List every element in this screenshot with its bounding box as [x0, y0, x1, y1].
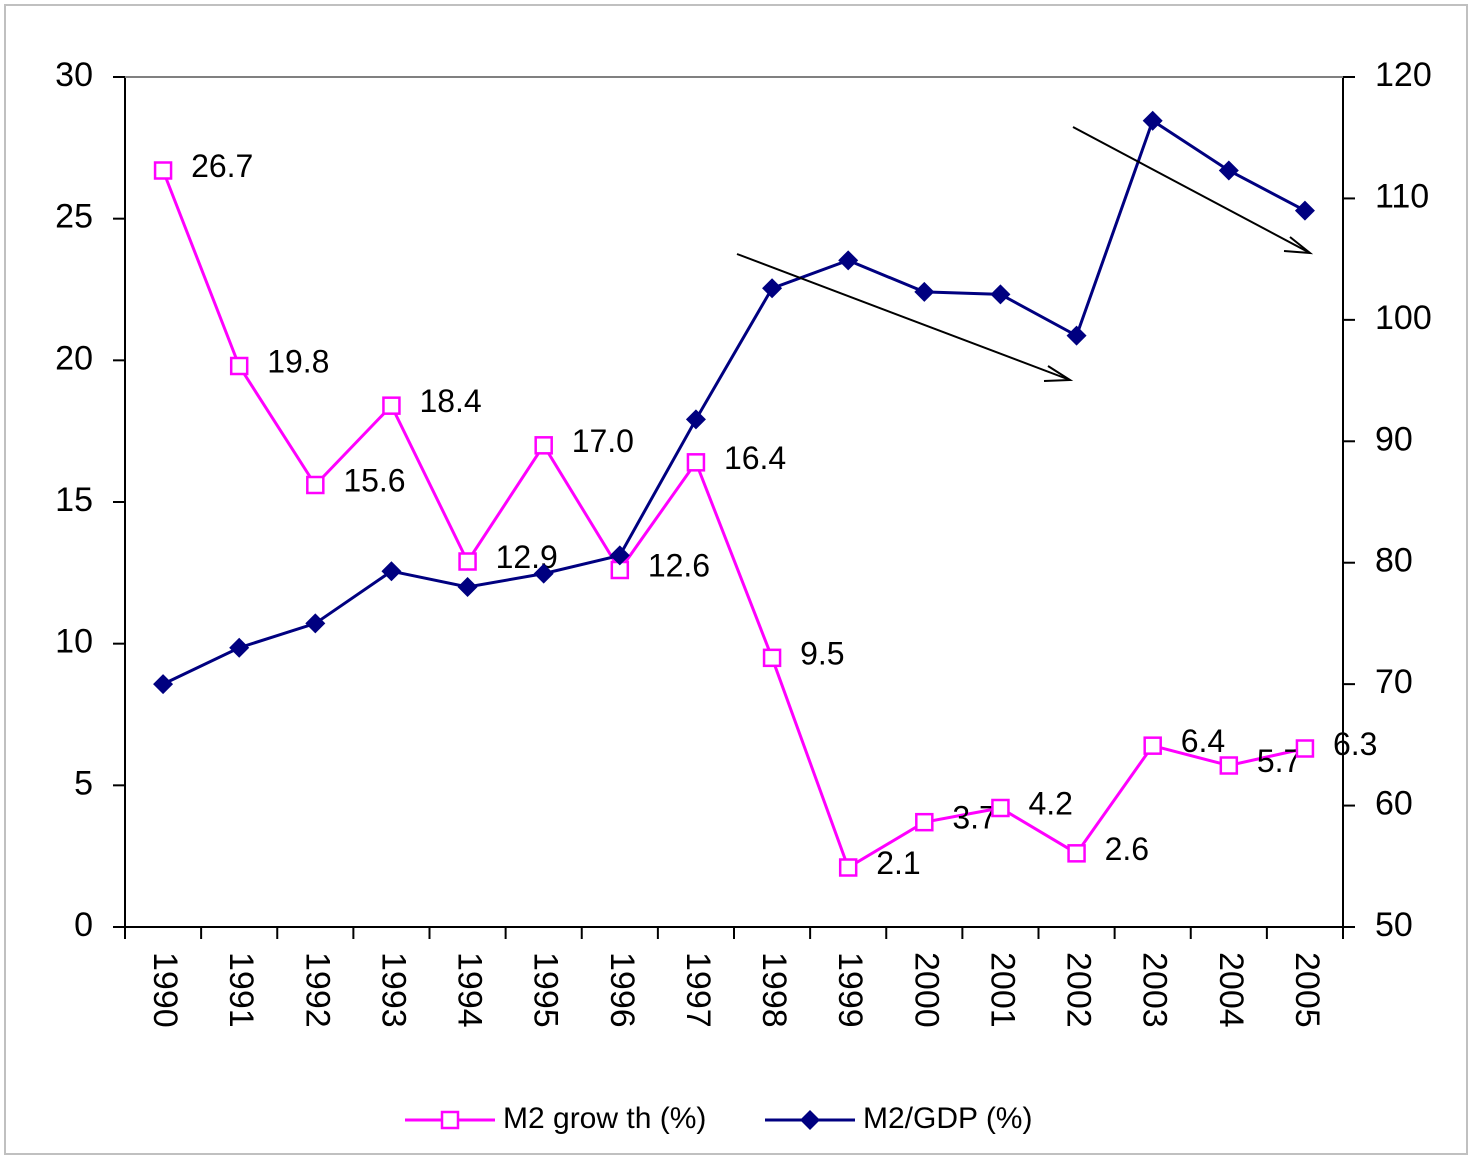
data-label: 4.2: [1028, 785, 1072, 821]
data-label: 6.4: [1181, 723, 1225, 759]
data-point: [990, 284, 1011, 305]
data-label: 18.4: [419, 383, 481, 419]
y-tick-label: 0: [74, 906, 93, 944]
data-point: [1067, 844, 1086, 863]
series-line: [161, 169, 1306, 870]
data-point: [305, 613, 326, 634]
data-point: [685, 409, 706, 430]
data-point: [914, 281, 935, 302]
legend: M2 grow th (%) M2/GDP (%): [405, 1102, 1032, 1135]
plot-area: 0 5 10 15 20 25 30 50 60 70 80 90 100 110 120 1990 1991 1…: [55, 56, 1432, 1028]
data-point: [686, 453, 706, 472]
x-tick-label: 2003: [1136, 952, 1174, 1028]
data-point: [458, 552, 477, 571]
data-point: [609, 545, 630, 566]
y2-tick-label: 80: [1375, 542, 1413, 580]
x-tick-label: 1998: [755, 952, 793, 1028]
y-tick-label: 30: [55, 56, 93, 94]
data-point: [533, 563, 554, 584]
y2-tick-label: 90: [1375, 420, 1413, 458]
y-tick-label: 15: [55, 481, 93, 519]
data-point: [762, 648, 782, 668]
data-label: 12.6: [648, 547, 710, 583]
x-tick-label: 1997: [679, 952, 717, 1028]
data-point: [1066, 325, 1087, 346]
x-tick-label: 2004: [1212, 952, 1250, 1028]
data-point: [381, 561, 402, 582]
x-tick-label: 2002: [1060, 952, 1098, 1028]
y2-tick-label: 120: [1375, 56, 1432, 94]
data-point: [457, 577, 478, 597]
data-point: [1294, 200, 1315, 221]
data-label: 15.6: [343, 462, 405, 498]
x-tick-label: 1993: [374, 952, 412, 1028]
data-point: [838, 858, 858, 877]
data-point: [306, 475, 325, 495]
data-label: 5.7: [1257, 743, 1301, 779]
data-point: [229, 356, 249, 376]
x-tick-label: 1991: [222, 952, 260, 1028]
data-label: 16.4: [724, 440, 786, 476]
legend-label: M2 grow th (%): [503, 1102, 706, 1135]
data-point: [838, 250, 859, 271]
y-tick-label: 20: [55, 339, 93, 377]
x-tick-label: 1995: [527, 952, 565, 1028]
y2-tick-label: 50: [1375, 906, 1413, 944]
legend-marker: [440, 1110, 460, 1130]
x-tick-label: 1999: [831, 952, 869, 1028]
y2-tick-label: 60: [1375, 785, 1413, 823]
data-point: [382, 396, 401, 415]
data-label: 2.6: [1105, 831, 1149, 867]
x-tick-label: 2005: [1288, 952, 1326, 1028]
data-point: [153, 674, 174, 695]
y-tick-label: 5: [74, 764, 93, 802]
data-point: [1218, 160, 1239, 181]
trend-arrow: [736, 126, 1314, 382]
data-label: 17.0: [572, 423, 634, 459]
y2-tick-label: 70: [1375, 663, 1413, 701]
data-label: 2.1: [876, 845, 920, 881]
data-point: [1295, 739, 1315, 758]
y-tick-label: 25: [55, 198, 93, 236]
y2-tick-label: 100: [1375, 299, 1432, 337]
x-tick-label: 1990: [146, 952, 184, 1028]
data-label: 9.5: [800, 635, 844, 671]
data-label: 26.7: [191, 148, 253, 184]
data-point: [153, 161, 173, 180]
data-point: [534, 436, 553, 455]
x-tick-label: 2001: [983, 952, 1021, 1028]
data-point: [1142, 110, 1163, 131]
x-tick-label: 1996: [603, 952, 641, 1028]
data-point: [762, 278, 783, 299]
x-tick-label: 1994: [451, 952, 489, 1028]
x-tick-label: 1992: [298, 952, 336, 1028]
series-line: [162, 118, 1306, 686]
y2-tick-label: 110: [1375, 177, 1429, 215]
data-label: 3.7: [952, 800, 996, 836]
data-point: [1219, 756, 1239, 775]
legend-marker: [800, 1110, 820, 1130]
data-point: [915, 812, 934, 832]
data-point: [1143, 736, 1162, 755]
legend-label: M2/GDP (%): [863, 1102, 1032, 1135]
chart-border: [4, 4, 1468, 1155]
data-label: 6.3: [1333, 726, 1377, 762]
data-label: 19.8: [267, 343, 329, 379]
data-point: [991, 798, 1010, 818]
y-tick-label: 10: [55, 623, 93, 661]
data-point: [229, 637, 250, 658]
x-tick-label: 2000: [907, 952, 945, 1028]
